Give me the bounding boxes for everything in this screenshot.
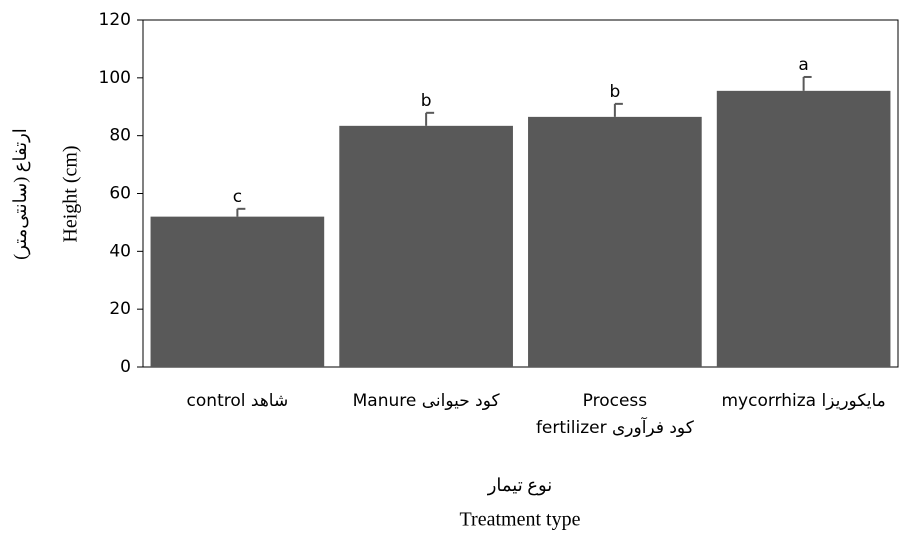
y-axis-label: Height (cm) <box>60 145 82 242</box>
y-tick-label: 100 <box>99 68 131 88</box>
bar <box>528 116 702 367</box>
y-tick-label: 20 <box>109 299 131 319</box>
bar <box>716 90 891 368</box>
y-tick-label: 80 <box>109 126 131 146</box>
significance-letter: b <box>421 91 432 111</box>
y-tick-label: 0 <box>120 357 131 377</box>
x-tick-label: mycorrhiza مایکوریزا <box>722 391 886 411</box>
significance-letter: b <box>609 82 620 102</box>
bar <box>339 125 513 368</box>
bar <box>150 216 325 367</box>
x-tick-label: control شاهد <box>187 391 289 411</box>
y-tick-label: 60 <box>109 184 131 204</box>
y-tick-label: 120 <box>99 10 131 30</box>
x-axis-label-fa: نوع تیمار <box>487 475 553 496</box>
x-tick-label: fertilizer کود فرآوری <box>536 416 695 438</box>
x-axis-label: Treatment type <box>460 509 581 531</box>
x-tick-label: Manure کود حیوانی <box>353 391 501 411</box>
x-tick-label: Process <box>583 391 648 411</box>
y-tick-label: 40 <box>109 241 131 261</box>
significance-letter: a <box>798 55 808 75</box>
significance-letter: c <box>233 187 242 207</box>
y-axis-label-fa: ارتفاع (سانتی‌متر) <box>10 128 31 260</box>
